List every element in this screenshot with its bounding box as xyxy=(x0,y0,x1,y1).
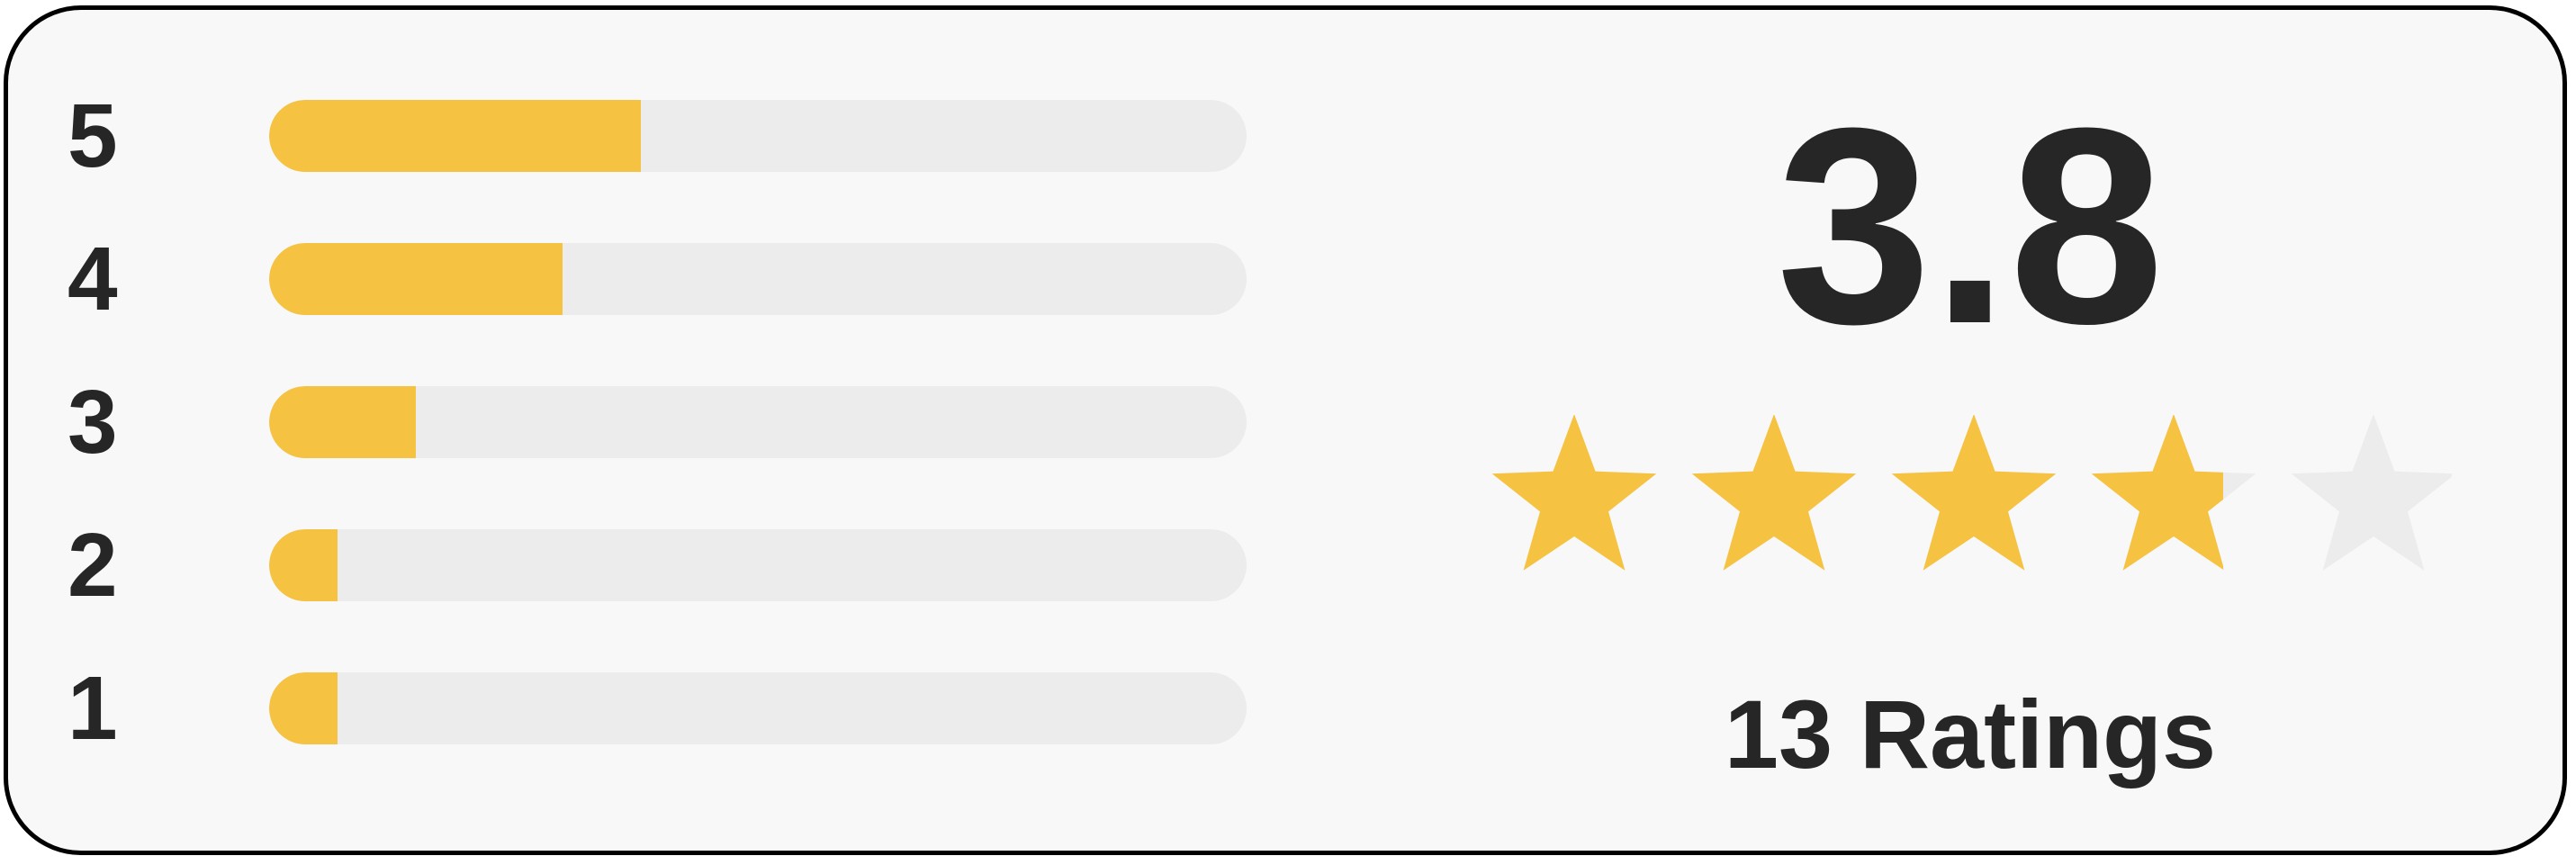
star-icon xyxy=(1891,415,2057,571)
rating-bar-fill xyxy=(269,529,338,601)
rating-row-3: 3 xyxy=(68,372,1256,473)
rating-row-label: 1 xyxy=(68,658,118,759)
rating-bar-fill xyxy=(269,243,563,315)
rating-bar-track xyxy=(269,243,1247,315)
rating-row-label: 5 xyxy=(68,86,118,186)
rating-bar-fill xyxy=(269,386,416,458)
rating-bar-track xyxy=(269,529,1247,601)
star-rating-graphic xyxy=(1491,415,2452,571)
rating-row-label: 2 xyxy=(68,515,118,616)
ratings-count: 13 Ratings xyxy=(1724,680,2217,788)
rating-row-label: 3 xyxy=(68,372,118,473)
rating-row-2: 2 xyxy=(68,515,1256,616)
rating-overview: 3.8 13 Ratings xyxy=(1466,82,2474,802)
average-rating: 3.8 xyxy=(1776,69,2165,382)
rating-row-5: 5 xyxy=(68,86,1256,186)
star-icon xyxy=(2091,415,2256,571)
rating-bar-track xyxy=(269,386,1247,458)
star-rating xyxy=(1466,415,2474,577)
rating-bar-track xyxy=(269,672,1247,744)
rating-summary-card: 5 4 3 2 1 xyxy=(4,5,2567,855)
rating-bar-fill xyxy=(269,672,338,744)
star-icon xyxy=(2291,415,2452,571)
star-icon xyxy=(1491,415,1657,571)
rating-bar-track xyxy=(269,100,1247,172)
star-icon xyxy=(1691,415,1857,571)
rating-row-label: 4 xyxy=(68,229,118,329)
rating-row-1: 1 xyxy=(68,658,1256,759)
rating-row-4: 4 xyxy=(68,229,1256,329)
rating-bar-fill xyxy=(269,100,641,172)
